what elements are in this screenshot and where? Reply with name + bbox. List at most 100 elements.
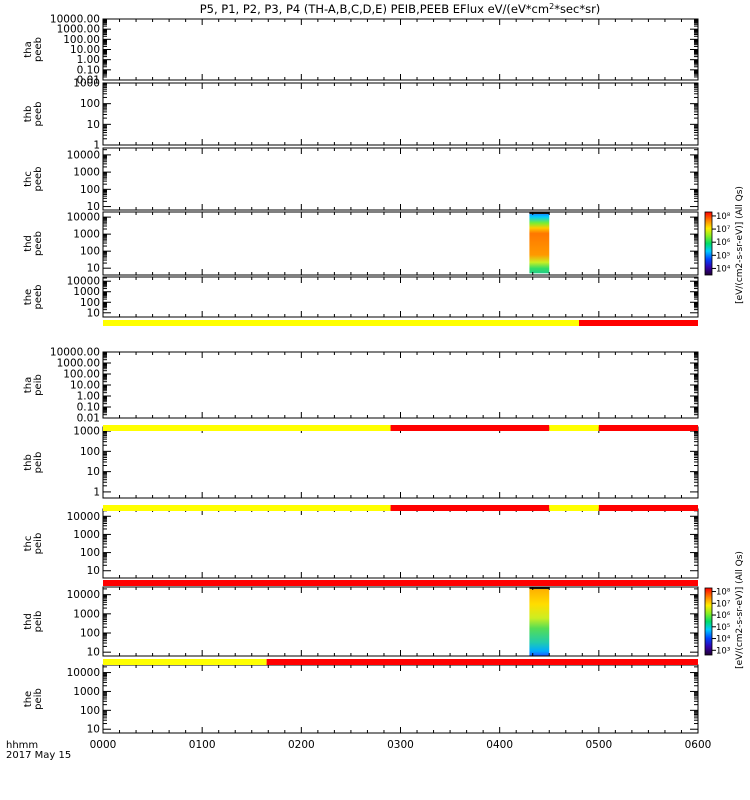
flag-segment-bad	[598, 505, 698, 511]
panel-probe-label: thepeib	[23, 688, 44, 710]
colorbar-tick-label: 10⁷	[716, 225, 731, 235]
y-tick-label: 10000	[67, 276, 100, 288]
probe-name: thd	[23, 235, 34, 252]
instrument-name: peib	[33, 688, 44, 710]
panel-frame	[102, 586, 699, 657]
colorbar-tick-label: 10⁶	[716, 238, 731, 248]
y-tick-label: 100	[80, 705, 100, 717]
flag-segment-bad	[266, 659, 698, 665]
panel-probe-label: thdpeeb	[23, 231, 44, 256]
y-tick-label: 100	[80, 98, 100, 110]
y-axis: 10000 1000 100 10	[67, 510, 698, 577]
time-axis-label: hhmm	[6, 740, 38, 751]
panel-probe-label: thbpeeb	[23, 102, 44, 127]
colorbar-tick-label: 10⁵	[716, 251, 730, 261]
spectrogram-fill-edge	[529, 212, 550, 214]
flag-bar	[103, 505, 698, 511]
panel-frame	[102, 426, 699, 499]
panel-probe-label: thbpeib	[23, 452, 44, 474]
probe-name: thc	[23, 536, 34, 552]
colorbar-tick-label: 10⁸	[716, 588, 731, 598]
panel-thc-peib: 10000 1000 100 10 thcpeib	[23, 508, 699, 579]
y-tick-label: 1.00	[77, 391, 100, 403]
panel-probe-label: thcpeib	[23, 533, 44, 555]
y-axis: 1000 100 10 1	[73, 426, 698, 498]
time-tick-label: 0300	[387, 739, 414, 751]
y-tick-label: 10000.00	[50, 14, 100, 26]
y-tick-label: 100	[80, 547, 100, 559]
y-axis: 1000 100 10 1	[73, 78, 698, 152]
flag-segment-bad	[390, 505, 550, 511]
flag-segment-good	[549, 505, 599, 511]
y-tick-label: 1000	[73, 686, 100, 698]
panels: 10000.001000.00100.0010.001.000.100.01th…	[23, 14, 699, 736]
date-label: 2017 May 15	[6, 750, 71, 761]
probe-name: the	[23, 289, 34, 305]
y-tick-label: 1000	[73, 529, 100, 541]
colorbar-tick-label: 10⁴	[716, 264, 731, 274]
spectrogram-block	[529, 587, 550, 656]
colorbar-tick-label: 10⁴	[716, 635, 731, 645]
instrument-name: peib	[33, 533, 44, 555]
instrument-name: peib	[33, 374, 44, 396]
colorbar-gradient	[704, 211, 713, 276]
flag-bar	[103, 425, 698, 431]
panel-thc-peeb: 10000 1000 100 10 thcpeeb	[23, 147, 699, 213]
y-tick-label: 10000	[67, 667, 100, 679]
y-tick-label: 1	[93, 486, 100, 498]
panel-frame	[102, 147, 699, 211]
y-tick-label: 10	[87, 466, 100, 478]
y-tick-label: 1000.00	[57, 24, 100, 36]
y-tick-label: 100	[80, 446, 100, 458]
panel-frame	[102, 18, 699, 81]
y-tick-label: 10	[87, 119, 100, 131]
colorbar-label: [eV/(cm2-s-sr-eV)] (All Qs)	[735, 551, 745, 669]
probe-name: thd	[23, 613, 34, 630]
flag-segment-good	[103, 505, 391, 511]
panel-thd-peeb: 10000 1000 100 10 thdpeeb	[23, 211, 699, 276]
y-tick-label: 10000	[67, 511, 100, 523]
panel-probe-label: thdpeib	[23, 611, 44, 633]
colorbar-tick-label: 10³	[716, 646, 730, 656]
y-tick-label: 10000	[67, 212, 100, 224]
instrument-name: peib	[33, 452, 44, 474]
instrument-name: peeb	[33, 37, 44, 62]
y-tick-label: 100	[80, 246, 100, 258]
flag-segment-good	[103, 659, 267, 665]
probe-name: tha	[23, 41, 34, 57]
panel-probe-label: thcpeeb	[23, 167, 44, 192]
panel-probe-label: thapeeb	[23, 37, 44, 62]
y-tick-label: 10	[87, 565, 100, 577]
time-axis: 0000 0100 0200 0300 0400 0500 0600 hhmm 2017 M…	[6, 739, 711, 761]
y-tick-label: 0.01	[77, 413, 100, 425]
y-tick-label: 10	[87, 201, 100, 213]
panel-frame	[102, 82, 699, 146]
figure-title: P5, P1, P2, P3, P4 (TH-A,B,C,D,E) PEIB,P…	[200, 2, 601, 16]
panel-thb-peib: 1000 100 10 1 thbpeib	[23, 426, 699, 499]
y-tick-label: 100	[80, 628, 100, 640]
spectrogram-fill-edge	[529, 587, 550, 590]
y-tick-label: 100	[80, 184, 100, 196]
y-tick-label: 0.10	[77, 402, 100, 414]
flag-segment-good	[103, 320, 579, 326]
instrument-name: peeb	[33, 167, 44, 192]
flag-bar	[103, 659, 698, 665]
y-tick-label: 0.01	[77, 75, 100, 87]
flag-segment-bad	[579, 320, 698, 326]
probe-name: thc	[23, 171, 34, 187]
flag-segment-bad	[103, 580, 698, 586]
probe-name: thb	[23, 106, 34, 123]
time-tick-label: 0200	[288, 739, 315, 751]
y-tick-label: 10000	[67, 589, 100, 601]
flag-segment-bad	[390, 425, 550, 431]
time-tick-label: 0000	[90, 739, 117, 751]
instrument-name: peib	[33, 611, 44, 633]
instrument-name: peeb	[33, 231, 44, 256]
y-tick-label: 100.00	[63, 369, 100, 381]
